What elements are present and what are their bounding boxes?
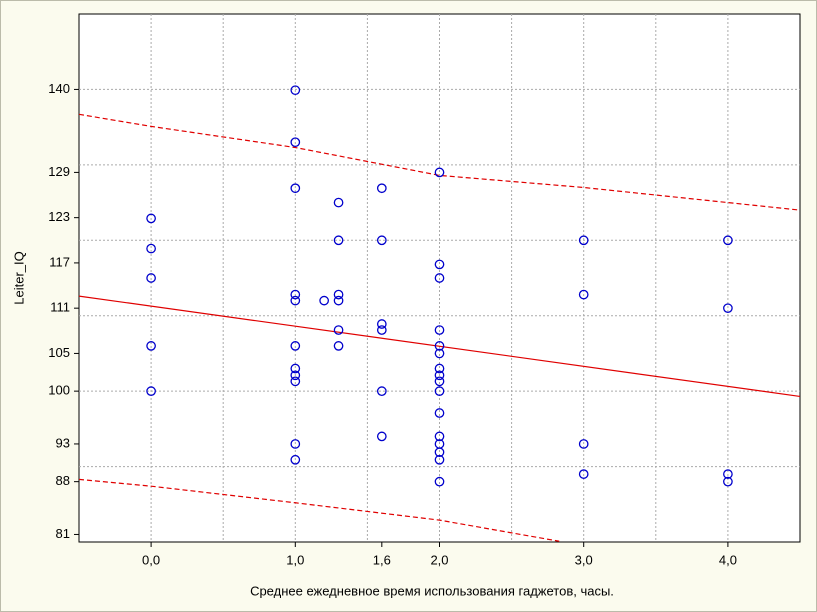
x-tick-label: 2,0 (430, 552, 448, 567)
data-point (146, 386, 156, 396)
y-tick-label: 93 (56, 435, 70, 450)
data-point (434, 341, 445, 351)
data-point (434, 348, 445, 359)
data-point (434, 273, 445, 283)
y-tick-label: 88 (56, 473, 70, 488)
data-point (290, 363, 301, 374)
data-point (723, 303, 733, 314)
data-point (434, 476, 445, 487)
y-tick-label: 111 (50, 300, 70, 315)
data-point (578, 439, 589, 449)
x-tick-label: 3,0 (575, 552, 593, 567)
y-tick-label: 81 (56, 526, 70, 541)
data-point (578, 289, 589, 300)
data-point (723, 235, 733, 246)
data-point (333, 325, 344, 335)
data-point (290, 289, 301, 300)
data-point (290, 439, 301, 449)
confidence-band (79, 113, 800, 211)
data-point (333, 341, 344, 351)
data-point (434, 325, 445, 335)
data-point (333, 197, 344, 208)
y-axis-label: Leiter_IQ (11, 251, 26, 304)
x-axis-label: Среднее ежедневное время использования г… (250, 583, 614, 598)
data-point (333, 235, 344, 246)
data-point (290, 454, 301, 465)
y-tick-label: 140 (48, 81, 70, 96)
regression-line (79, 295, 800, 398)
data-point (434, 447, 445, 458)
data-point (434, 386, 445, 396)
data-point (146, 341, 156, 351)
data-point (146, 273, 156, 283)
x-tick-label: 1,6 (373, 552, 391, 567)
data-point (146, 243, 156, 254)
data-point (376, 431, 387, 442)
data-point (434, 259, 445, 270)
data-point (290, 85, 301, 96)
x-tick-label: 1,0 (286, 552, 304, 567)
data-point (333, 289, 344, 300)
x-tick-label: 4,0 (719, 552, 737, 567)
data-point (319, 295, 329, 306)
data-point (146, 213, 156, 224)
y-tick-label: 105 (48, 345, 70, 360)
data-point (290, 370, 301, 381)
data-point (290, 137, 301, 148)
data-point (434, 370, 445, 381)
data-point (434, 376, 445, 387)
data-point (723, 469, 733, 479)
data-point (723, 476, 733, 487)
data-point (333, 295, 344, 306)
y-tick-label: 123 (48, 209, 70, 224)
data-point (376, 183, 387, 194)
data-point (290, 341, 301, 351)
data-point (434, 431, 445, 442)
data-point (376, 319, 387, 329)
data-point (290, 183, 301, 194)
data-point (376, 235, 387, 246)
y-tick-label: 117 (49, 254, 70, 269)
data-point (290, 376, 301, 387)
data-point (290, 295, 301, 306)
data-point (434, 454, 445, 465)
data-point (376, 386, 387, 396)
data-point (376, 325, 387, 335)
data-point (578, 235, 589, 246)
plot-layer (79, 14, 800, 542)
y-tick-label: 100 (48, 383, 70, 398)
x-tick-label: 0,0 (142, 552, 160, 567)
data-point (578, 469, 589, 479)
y-tick-label: 129 (48, 164, 70, 179)
confidence-band (79, 478, 560, 542)
data-point (434, 363, 445, 374)
data-point (434, 408, 445, 418)
data-point (434, 167, 445, 178)
